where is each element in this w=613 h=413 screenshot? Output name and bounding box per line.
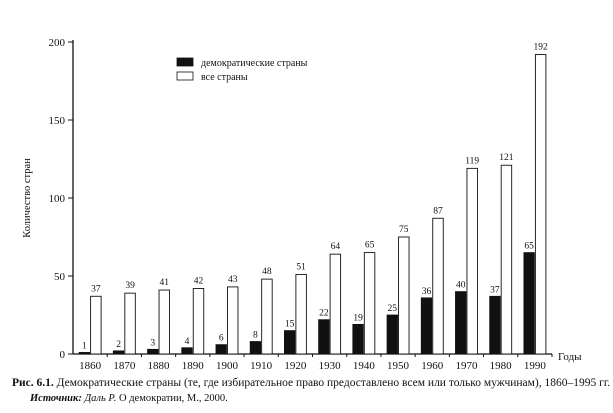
bar-democratic — [420, 297, 433, 355]
data-label-all-countries: 41 — [160, 278, 170, 288]
data-label-democratic: 40 — [456, 281, 466, 291]
data-label-all-countries: 121 — [499, 153, 514, 163]
figure-caption: Рис. 6.1. Демократические страны (те, гд… — [12, 376, 611, 390]
bar-all-countries — [261, 278, 273, 355]
x-tick-label: 1980 — [490, 360, 513, 370]
data-label-democratic: 25 — [388, 304, 398, 314]
x-tick-label: 1960 — [421, 360, 444, 370]
x-tick-label: 1870 — [113, 360, 136, 370]
data-label-democratic: 6 — [219, 334, 224, 344]
bar-democratic — [215, 344, 227, 355]
source-author: Даль Р. — [81, 393, 117, 404]
data-label-all-countries: 119 — [465, 156, 479, 166]
bar-democratic — [318, 319, 330, 355]
bar-democratic — [386, 314, 398, 355]
data-label-all-countries: 37 — [91, 284, 101, 294]
y-tick-label: 100 — [49, 193, 66, 205]
data-label-all-countries: 51 — [296, 262, 306, 272]
y-tick-label: 150 — [49, 115, 66, 127]
bar-all-countries — [90, 295, 102, 355]
x-tick-label: 1860 — [79, 360, 102, 370]
x-tick-label: 1990 — [524, 360, 547, 370]
data-label-democratic: 22 — [319, 309, 329, 319]
bar-all-countries — [500, 164, 513, 355]
bar-democratic — [489, 295, 501, 355]
caption-text: Демократические страны (те, где избирате… — [53, 377, 611, 389]
bar-democratic — [112, 350, 125, 355]
data-label-democratic: 37 — [490, 285, 500, 295]
data-label-democratic: 4 — [185, 337, 190, 347]
bar-all-countries — [329, 253, 342, 355]
data-label-democratic: 2 — [116, 340, 121, 350]
bar-all-countries — [295, 273, 307, 355]
data-label-democratic: 15 — [285, 320, 295, 330]
data-label-democratic: 8 — [253, 331, 258, 341]
data-label-all-countries: 75 — [399, 225, 409, 235]
bar-democratic — [523, 252, 535, 355]
bar-all-countries — [432, 217, 444, 355]
bar-democratic — [147, 348, 159, 355]
x-tick-label: 1880 — [148, 360, 171, 370]
x-tick-label: 1920 — [284, 360, 307, 370]
data-label-all-countries: 43 — [228, 275, 238, 285]
bar-all-countries — [158, 289, 170, 355]
legend-label-democratic: демократические страны — [201, 58, 308, 69]
x-tick-label: 1950 — [387, 360, 410, 370]
data-label-democratic: 36 — [422, 287, 432, 297]
caption-label: Рис. 6.1. — [12, 377, 54, 389]
data-label-democratic: 3 — [150, 338, 155, 348]
chart-bars: 1 37 2 39 3 41 4 42 6 43 8 48 15 51 22 64 19 65 25 75 36 87 40… — [78, 42, 549, 355]
chart-legend: демократические страны все страны — [176, 57, 308, 83]
bar-democratic — [249, 341, 262, 355]
legend-swatch-all-countries — [176, 71, 194, 81]
legend-label-all-countries: все страны — [201, 72, 248, 83]
bar-democratic — [78, 352, 91, 355]
data-label-all-countries: 39 — [125, 281, 135, 291]
x-tick-label: 1970 — [455, 360, 478, 370]
bar-all-countries — [398, 236, 410, 355]
x-tick-label: 1890 — [182, 360, 205, 370]
data-label-all-countries: 87 — [433, 206, 443, 216]
y-tick-label: 0 — [60, 349, 66, 361]
y-tick-label: 50 — [54, 271, 66, 283]
bar-democratic — [455, 291, 467, 355]
bar-chart: 0 50 100 150 200 Количество стран Годы 1860 1870… — [22, 37, 582, 370]
data-label-democratic: 19 — [353, 313, 363, 323]
x-axis-label: Годы — [558, 351, 582, 363]
data-label-all-countries: 48 — [262, 267, 272, 277]
x-tick-label: 1910 — [250, 360, 273, 370]
data-label-all-countries: 64 — [331, 242, 341, 252]
bar-all-countries — [534, 54, 547, 355]
bar-democratic — [283, 330, 296, 355]
data-label-democratic: 1 — [82, 341, 87, 351]
y-axis-label: Количество стран — [22, 158, 33, 238]
data-label-all-countries: 65 — [365, 241, 375, 251]
figure-source: Источник: Даль Р. О демократии, М., 2000… — [30, 393, 228, 404]
x-tick-label: 1900 — [216, 360, 239, 370]
source-label: Источник: — [30, 393, 82, 404]
y-tick-label: 200 — [49, 37, 66, 49]
x-tick-label: 1940 — [353, 360, 376, 370]
x-tick-label: 1930 — [319, 360, 342, 370]
bar-all-countries — [227, 286, 239, 355]
bar-all-countries — [192, 288, 205, 355]
data-label-democratic: 65 — [524, 242, 534, 252]
data-label-all-countries: 42 — [194, 276, 204, 286]
bar-democratic — [352, 323, 364, 355]
legend-swatch-democratic — [176, 57, 194, 67]
bar-all-countries — [363, 252, 376, 355]
data-label-all-countries: 192 — [534, 42, 549, 52]
source-text: О демократии, М., 2000. — [116, 393, 228, 404]
bar-all-countries — [466, 167, 478, 355]
bar-all-countries — [124, 292, 136, 355]
bar-democratic — [181, 347, 193, 355]
